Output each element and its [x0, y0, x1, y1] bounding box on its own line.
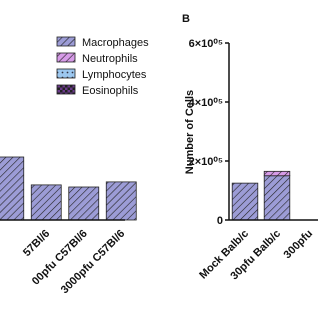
legend-label: Neutrophils [82, 53, 138, 65]
y-tick-label: 4×10⁰⁵ [189, 97, 223, 109]
legend-swatch [56, 84, 76, 95]
y-axis-label: Number of Cells [184, 90, 196, 174]
bar-segment [231, 182, 259, 221]
y-tick-label: 6×10⁰⁵ [189, 38, 223, 50]
y-tick-label: 0 [217, 215, 223, 227]
x-tick-label: 300pfu [282, 228, 316, 262]
bar-segment [263, 175, 291, 221]
legend-swatch [56, 52, 76, 63]
x-tick-label: 57Bl/6 [21, 228, 52, 259]
x-tick-label: 3000pfu C57Bl/6 [59, 228, 128, 297]
y-tick-label: 2×10⁰⁵ [189, 156, 223, 168]
legend-label: Macrophages [82, 37, 149, 49]
legend-label: Eosinophils [82, 85, 139, 97]
legend-swatch [56, 68, 76, 79]
bar-segment [30, 184, 62, 221]
bar-segment [68, 186, 100, 221]
legend-swatch [56, 36, 76, 47]
panel-label: B [182, 13, 190, 25]
legend-label: Lymphocytes [82, 69, 147, 81]
bar-segment [105, 181, 137, 221]
bar-segment [263, 170, 291, 177]
bar-segment [0, 156, 25, 221]
